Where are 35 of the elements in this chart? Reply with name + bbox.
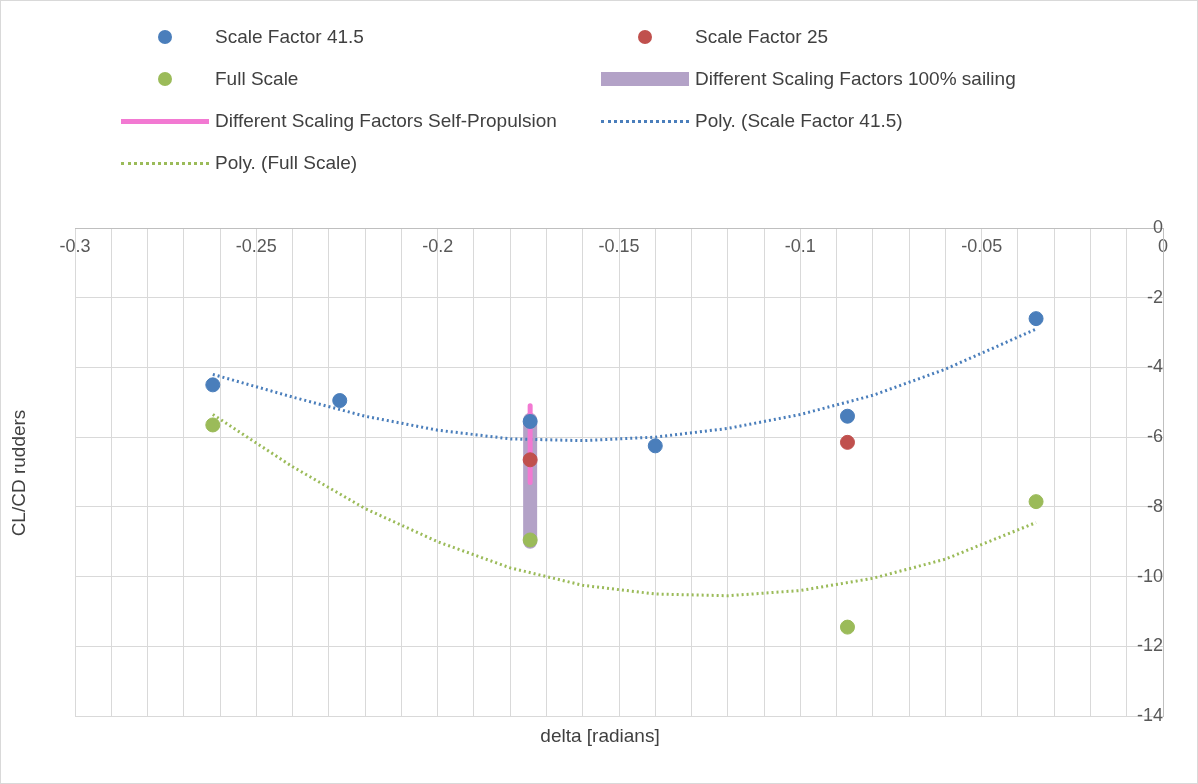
y-tick-label: -4 <box>1146 356 1163 377</box>
x-tick-label: -0.3 <box>59 235 91 256</box>
legend-label: Poly. (Full Scale) <box>215 152 358 174</box>
x-tick-label: -0.2 <box>422 235 454 256</box>
y-tick-label: -2 <box>1146 286 1163 307</box>
point <box>839 434 855 450</box>
y-tick-label: 0 <box>1152 216 1163 237</box>
y-tick-label: -14 <box>1136 704 1163 725</box>
x-tick-label: -0.1 <box>784 235 816 256</box>
point <box>205 417 221 433</box>
legend-label: Poly. (Scale Factor 41.5) <box>695 110 903 132</box>
x-axis-title: delta [radians] <box>539 725 661 747</box>
legend-label: Different Scaling Factors 100% sailing <box>695 68 1016 90</box>
x-tick-label: -0.15 <box>598 235 640 256</box>
legend-label: Different Scaling Factors Self-Propulsion <box>215 110 557 132</box>
legend-label: Scale Factor 25 <box>695 26 829 48</box>
y-tick-label: -10 <box>1136 565 1163 586</box>
y-tick-label: -12 <box>1136 635 1163 656</box>
point <box>839 408 855 424</box>
x-tick-label: -0.05 <box>961 235 1003 256</box>
y-tick-label: -8 <box>1146 495 1163 516</box>
point <box>1028 311 1044 327</box>
point <box>522 413 538 429</box>
point <box>647 438 663 454</box>
point <box>332 393 348 409</box>
x-tick-label: -0.25 <box>235 235 277 256</box>
point <box>522 532 538 548</box>
point <box>839 619 855 635</box>
legend-label: Scale Factor 41.5 <box>215 26 364 48</box>
y-tick-label: -6 <box>1146 426 1163 447</box>
point <box>205 377 221 393</box>
point <box>522 452 538 468</box>
legend-label: Full Scale <box>215 68 299 90</box>
point <box>1028 494 1044 510</box>
y-axis-title: CL/CD rudders <box>8 409 30 537</box>
